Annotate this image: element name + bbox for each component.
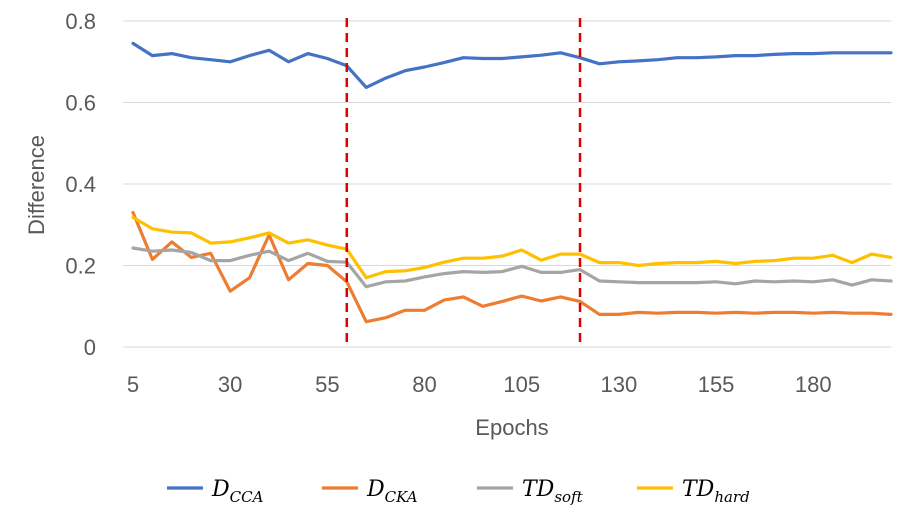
x-tick-label: 130: [601, 372, 638, 397]
series-line-D_CKA: [131, 210, 893, 324]
x-tick-label: 55: [315, 372, 339, 397]
y-tick-label: 0.8: [65, 9, 96, 34]
x-tick-label: 105: [503, 372, 540, 397]
series-line-TD_hard: [131, 215, 893, 280]
series-lines: [131, 41, 893, 324]
reference-lines: [345, 18, 582, 347]
series-line-TD_soft: [131, 246, 893, 289]
legend-item-D_CCA: DCCA: [167, 477, 264, 506]
y-tick-label: 0.2: [65, 254, 96, 279]
y-tick-label: 0.6: [65, 91, 96, 116]
legend-item-TD_soft: TDsoft: [477, 477, 584, 506]
legend: DCCA DCKA TDsoft TDhard: [167, 477, 750, 506]
gridlines: [123, 20, 891, 266]
series-line-D_CCA: [131, 41, 893, 90]
y-axis-title: Difference: [24, 135, 49, 235]
legend-item-D_CKA: DCKA: [322, 477, 418, 506]
y-tick-label: 0: [84, 335, 96, 360]
x-tick-label: 155: [698, 372, 735, 397]
x-tick-label: 30: [218, 372, 242, 397]
x-tick-label: 180: [795, 372, 832, 397]
x-tick-label: 80: [412, 372, 436, 397]
legend-label: TDsoft: [522, 477, 584, 506]
legend-label: DCKA: [366, 477, 418, 506]
legend-label: DCCA: [211, 477, 264, 506]
tick-labels: 0 0.2 0.4 0.6 0.8 5 30 55 80 105 130 155 180: [65, 9, 831, 397]
legend-item-TD_hard: TDhard: [637, 477, 750, 506]
x-tick-label: 5: [127, 372, 139, 397]
legend-label: TDhard: [682, 477, 750, 506]
x-axis-title: Epochs: [475, 415, 548, 440]
y-tick-label: 0.4: [65, 172, 96, 197]
